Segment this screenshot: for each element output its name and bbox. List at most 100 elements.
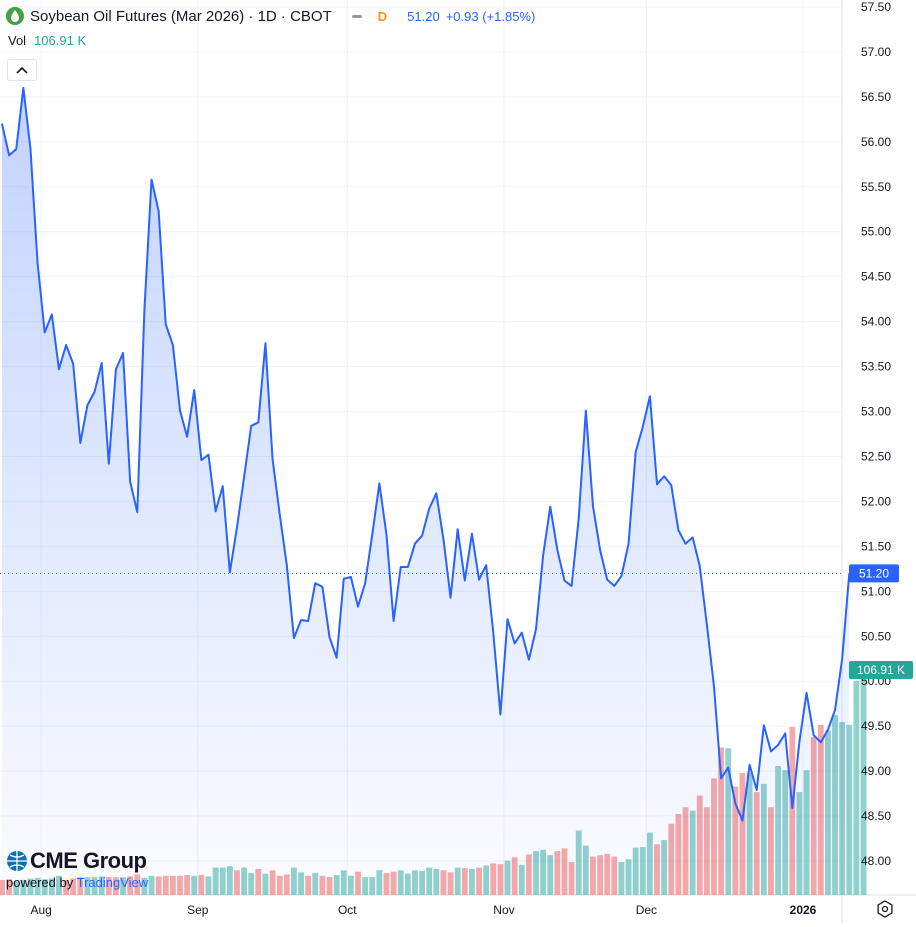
data-point [592,505,594,507]
data-point [428,508,430,510]
last-price-label: 51.20 [859,566,889,580]
cme-logo-text: CME Group [30,848,147,873]
interval-flag: D [377,8,388,24]
data-point [314,582,316,584]
collapse-legend-button[interactable] [7,59,37,81]
data-point [193,389,195,391]
x-tick-label: Dec [636,903,657,917]
data-point [763,724,765,726]
y-tick-label: 51.50 [861,539,891,553]
data-point [471,533,473,535]
data-point [286,564,288,566]
data-point [734,802,736,805]
data-point [93,391,96,393]
y-tick-label: 57.50 [861,0,891,14]
data-point [620,575,623,577]
data-point [37,262,39,264]
chart-header: Soybean Oil Futures (Mar 2026) · 1D · CB… [6,4,535,28]
time-axis[interactable]: Aug Sep Oct Nov Dec 2026 [30,903,816,917]
data-point [478,579,480,581]
y-tick-label: 57.00 [861,45,891,59]
y-tick-label: 53.00 [861,405,891,419]
data-point [684,543,687,545]
data-point [677,529,680,531]
data-point [805,692,808,694]
data-point [798,740,801,743]
data-point [400,566,402,568]
data-point [670,484,672,486]
data-point [449,597,452,599]
data-point [158,210,160,212]
data-point [279,513,281,515]
y-tick-label: 52.00 [861,494,891,508]
y-tick-label: 56.00 [861,135,891,149]
y-tick-label: 53.50 [861,360,891,374]
data-point [613,585,615,587]
data-point [749,764,751,766]
data-point [813,734,815,736]
data-point [499,713,501,716]
data-point [720,777,722,779]
data-point [150,178,153,181]
data-point [514,642,516,645]
data-point [243,476,245,478]
data-point [692,536,694,538]
data-point [506,618,509,620]
data-point [165,323,167,325]
data-point [257,421,259,423]
data-point [457,528,459,530]
volume-header: Vol 106.91 K [8,33,86,48]
data-point [549,506,551,508]
y-tick-label: 55.00 [861,225,891,239]
data-point [122,352,124,354]
branding[interactable]: CME Group powered by TradingView [6,848,148,890]
x-tick-label: 2026 [790,903,817,917]
data-point [464,579,466,582]
data-point [542,554,544,556]
data-point [627,543,630,545]
data-point [172,344,174,346]
data-point [300,619,302,621]
last-price-tag: 51.20 [849,564,899,583]
data-point [215,510,217,512]
data-point [820,741,822,743]
y-tick-label: 49.00 [861,764,891,778]
data-point [649,395,651,397]
last-volume-label: 106.91 K [857,663,905,677]
volume-value: 106.91 K [34,33,87,48]
data-point [236,526,238,529]
data-point [321,586,323,588]
x-tick-label: Oct [338,903,357,917]
data-point [521,632,523,634]
data-point [642,426,644,428]
data-point [713,686,715,688]
data-point [115,368,117,370]
data-point [556,549,558,551]
settings-gear-icon[interactable] [876,900,894,918]
symbol-title[interactable]: Soybean Oil Futures (Mar 2026) · 1D · CB… [30,7,332,25]
price-line [1,86,851,822]
data-point [143,309,145,311]
data-point [207,454,210,456]
y-tick-label: 56.50 [861,90,891,104]
x-tick-label: Nov [493,903,514,917]
data-point [222,485,224,487]
data-point [841,658,843,660]
data-point [756,789,758,791]
data-point [777,744,779,746]
data-point [200,459,202,461]
data-point [435,492,437,494]
price-change: +0.93 (+1.85%) [445,8,536,24]
data-point [350,576,352,578]
price-axis[interactable]: 57.50 57.00 56.50 56.00 55.50 55.00 54.50 54.00… [861,0,891,868]
data-point [827,729,829,731]
data-point [385,534,388,536]
data-point [271,458,274,460]
data-point [264,342,267,344]
data-point [741,819,744,822]
data-point [328,636,331,638]
data-point [727,766,729,769]
volume-label: Vol [8,33,27,48]
